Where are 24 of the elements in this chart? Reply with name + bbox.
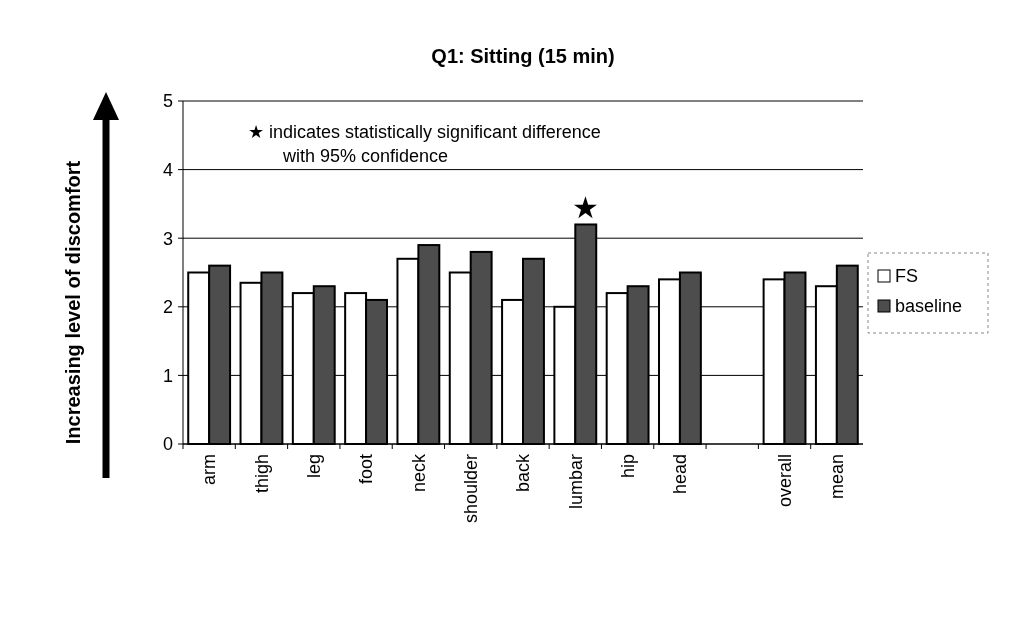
x-tick-label: shoulder bbox=[460, 453, 481, 524]
x-tick-label: head bbox=[670, 454, 691, 495]
x-tick-label: neck bbox=[408, 453, 429, 493]
x-tick-label: mean bbox=[827, 454, 848, 500]
y-tick-label: 2 bbox=[162, 297, 173, 318]
chart-title: Q1: Sitting (15 min) bbox=[431, 45, 615, 67]
y-tick-label: 4 bbox=[162, 159, 173, 180]
x-tick-label: overall bbox=[774, 454, 795, 508]
x-tick-label: leg bbox=[304, 454, 325, 479]
x-tick-label: arm bbox=[199, 454, 220, 485]
x-tick-label: hip bbox=[617, 454, 638, 479]
y-tick-label: 0 bbox=[162, 434, 173, 455]
y-axis-title: Increasing level of discomfort bbox=[62, 160, 84, 445]
y-tick-label: 5 bbox=[162, 91, 173, 112]
y-tick-label: 3 bbox=[162, 228, 173, 249]
annotation: ★ indicates statistically significant difference with 95% confidence bbox=[248, 122, 601, 166]
x-tick-label: back bbox=[513, 453, 534, 493]
annotation: ★ bbox=[572, 191, 600, 225]
x-tick-label: lumbar bbox=[565, 454, 586, 510]
legend-label: FS bbox=[895, 266, 919, 287]
x-tick-label: foot bbox=[356, 454, 377, 485]
legend-label: baseline bbox=[895, 296, 963, 317]
x-tick-label: thigh bbox=[251, 454, 272, 494]
y-tick-label: 1 bbox=[162, 365, 173, 386]
